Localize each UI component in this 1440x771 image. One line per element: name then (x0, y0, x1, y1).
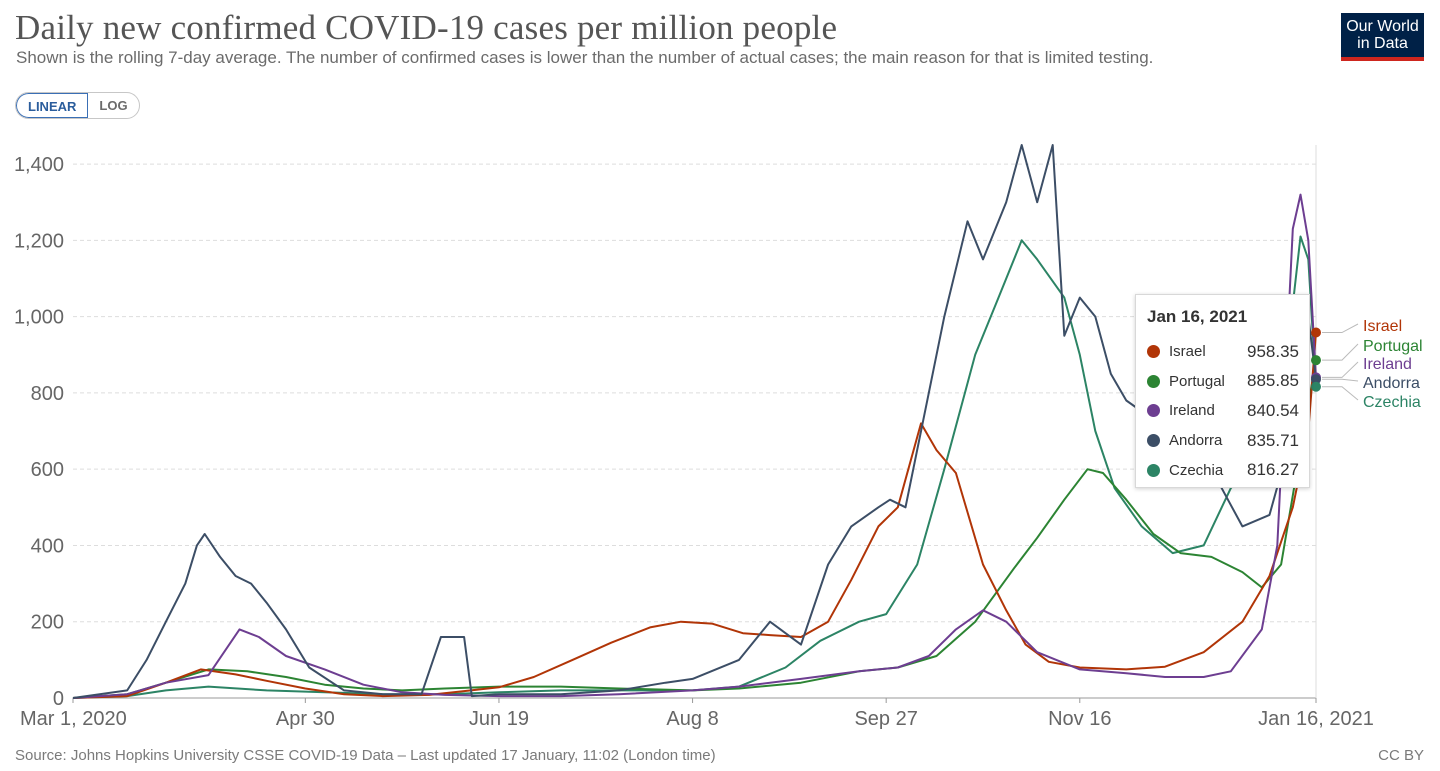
tooltip-country: Israel (1169, 343, 1206, 361)
y-tick-label: 1,000 (14, 307, 64, 329)
y-tick-label: 400 (31, 535, 64, 557)
tooltip-value: 816.27 (1247, 460, 1299, 480)
owid-logo[interactable]: Our World in Data (1341, 13, 1424, 61)
end-point-czechia[interactable] (1311, 381, 1321, 392)
series-line-portugal[interactable] (72, 360, 1317, 699)
label-connector (1322, 361, 1359, 378)
hover-tooltip: Jan 16, 2021 Israel 958.35 Portugal 885.85 I… (1135, 294, 1310, 488)
tooltip-country: Czechia (1169, 461, 1224, 479)
tooltip-row-portugal: Portugal 885.85 (1147, 367, 1299, 397)
y-tick-label: 0 (53, 688, 64, 710)
series-line-czechia[interactable] (72, 235, 1317, 699)
label-connector (1322, 378, 1359, 382)
tooltip-country: Andorra (1169, 432, 1223, 450)
end-point-portugal[interactable] (1311, 355, 1321, 366)
tooltip-color-dot (1147, 374, 1160, 388)
tooltip-country: Ireland (1169, 402, 1215, 420)
end-point-andorra[interactable] (1311, 374, 1321, 385)
chart-subtitle: Shown is the rolling 7-day average. The … (16, 48, 1154, 67)
tooltip-row-ireland: Ireland 840.54 (1147, 396, 1299, 426)
x-tick-label: Apr 30 (276, 708, 335, 730)
x-tick-label: Aug 8 (666, 708, 718, 730)
series-line-ireland[interactable] (72, 193, 1317, 699)
tooltip-country: Portugal (1169, 372, 1225, 390)
end-label-ireland[interactable]: Ireland (1363, 356, 1412, 373)
x-tick-label: Jan 16, 2021 (1258, 708, 1374, 730)
logo-line-2: in Data (1357, 35, 1408, 52)
x-axis: Mar 1, 2020 Apr 30 Jun 19 Aug 8 Sep 27 Nov 16… (20, 145, 1374, 730)
end-label-israel[interactable]: Israel (1363, 318, 1402, 335)
chart-title: Daily new confirmed COVID-19 cases per m… (15, 8, 838, 47)
tooltip-date: Jan 16, 2021 (1147, 307, 1248, 326)
tooltip-color-dot (1147, 404, 1160, 418)
end-point-israel[interactable] (1311, 327, 1321, 338)
y-gridlines (73, 163, 1316, 623)
tooltip-value: 835.71 (1247, 430, 1299, 450)
y-axis-ticks: 0 200 400 600 800 1,000 1,200 1,400 (14, 154, 64, 710)
label-connector (1322, 386, 1359, 401)
y-tick-label: 600 (31, 459, 64, 481)
log-scale-button[interactable]: LOG (99, 98, 128, 113)
end-label-andorra[interactable]: Andorra (1363, 375, 1420, 392)
series-line-israel[interactable] (72, 332, 1317, 699)
tooltip-color-dot (1147, 434, 1160, 448)
tooltip-color-dot (1147, 463, 1160, 477)
series-lines (72, 144, 1317, 699)
x-tick-label: Sep 27 (854, 708, 917, 730)
x-tick-label: Mar 1, 2020 (20, 708, 127, 730)
series-line-andorra[interactable] (72, 144, 1317, 699)
license-link[interactable]: CC BY (1378, 747, 1424, 764)
y-tick-label: 800 (31, 383, 64, 405)
label-connector (1322, 323, 1359, 334)
tooltip-value: 840.54 (1247, 400, 1299, 420)
y-tick-label: 1,200 (14, 230, 64, 252)
end-label-czechia[interactable]: Czechia (1363, 394, 1421, 411)
scale-toggle: LINEAR LOG (15, 92, 140, 119)
tooltip-row-israel: Israel 958.35 (1147, 337, 1299, 367)
tooltip-row-andorra: Andorra 835.71 (1147, 426, 1299, 456)
tooltip-color-dot (1147, 345, 1160, 359)
y-tick-label: 200 (31, 612, 64, 634)
y-tick-label: 1,400 (14, 154, 64, 176)
tooltip-value: 885.85 (1247, 371, 1299, 391)
x-tick-label: Jun 19 (469, 708, 529, 730)
tooltip-row-czechia: Czechia 816.27 (1147, 455, 1299, 485)
end-label-portugal[interactable]: Portugal (1363, 338, 1423, 355)
x-tick-label: Nov 16 (1048, 708, 1111, 730)
linear-scale-button[interactable]: LINEAR (16, 93, 89, 118)
tooltip-value: 958.35 (1247, 341, 1299, 361)
logo-line-1: Our World (1346, 18, 1419, 35)
label-connector (1322, 343, 1359, 361)
source-note[interactable]: Source: Johns Hopkins University CSSE CO… (15, 747, 716, 764)
